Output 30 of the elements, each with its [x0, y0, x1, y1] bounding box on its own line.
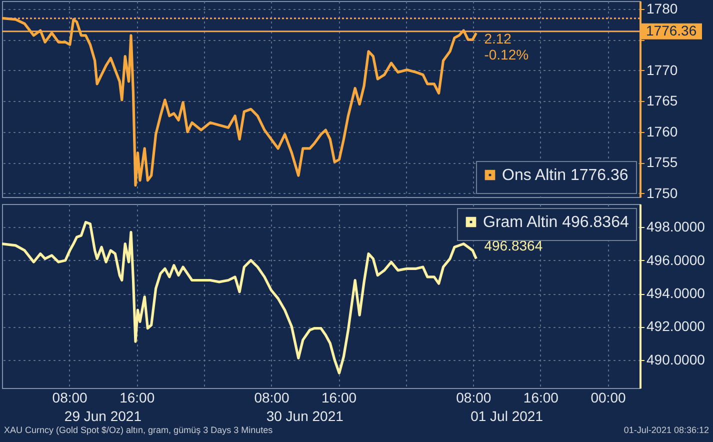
x-tick-label: 16:00 — [523, 390, 559, 406]
legend-label: Ons Altin 1776.36 — [502, 167, 628, 184]
y-tick-label: 1750 — [646, 184, 678, 201]
y-tick-label: 1780 — [646, 0, 678, 16]
text: 29 Jun 2021 — [64, 408, 142, 424]
annotation: -0.12% — [484, 46, 529, 63]
y-tick-label: 1770 — [646, 62, 678, 78]
text: XAU Curncy (Gold Spot $/Oz) altın, gram, gümüş 3 Days 3 Minutes — [4, 425, 273, 435]
x-tick-label: 16:00 — [322, 390, 357, 406]
x-tick-label: 00:00 — [590, 390, 626, 406]
y-tick-label: 498.0000 — [646, 218, 706, 235]
x-tick-label: 08:00 — [52, 390, 88, 406]
y-tick-label: 490.0000 — [646, 351, 706, 368]
y-tick-label: 1755 — [646, 154, 678, 170]
line-series — [2, 220, 478, 374]
y-tick-label: 1760 — [646, 123, 678, 140]
annotation: 496.8364 — [484, 237, 543, 254]
x-tick-label: 16:00 — [120, 390, 155, 406]
y-tick-label: 1765 — [646, 92, 678, 109]
y-tick-label: 494.0000 — [646, 285, 706, 302]
y-tick-label: 492.0000 — [646, 318, 706, 334]
text: 30 Jun 2021 — [266, 408, 344, 424]
ref-line-label: 1776.36 — [646, 22, 697, 38]
annotation: 2.12 — [484, 30, 512, 47]
legend-label: Gram Altin 496.8364 — [483, 214, 629, 231]
x-tick-label: 08:00 — [456, 390, 492, 406]
y-tick-label: 496.0000 — [646, 252, 706, 268]
text: 01 Jul 2021 — [470, 408, 544, 424]
text: 01-Jul-2021 08:36:12 — [624, 425, 709, 435]
x-tick-label: 08:00 — [254, 390, 290, 406]
